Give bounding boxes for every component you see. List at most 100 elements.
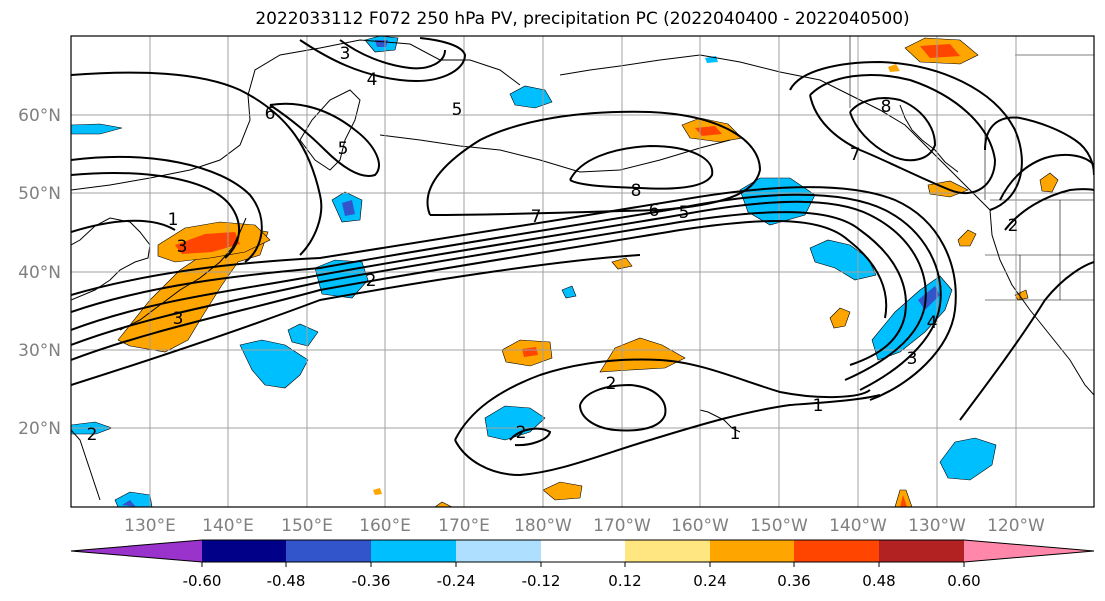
contour-label: 2 <box>606 374 617 394</box>
colorbar-segment <box>202 540 286 562</box>
colorbar-tick-label: 0.24 <box>693 572 726 590</box>
pv-contour-okhotsk <box>299 37 467 82</box>
pv-contour-gulf-6 <box>789 60 1023 211</box>
longitude-label: 170°W <box>593 516 651 536</box>
pv-contour-canada-2 <box>999 153 1094 201</box>
pv-contour-north-4 <box>71 219 176 233</box>
precip-positive-n <box>434 501 453 507</box>
contour-label: 1 <box>813 396 824 416</box>
coastline-aleutians <box>379 134 731 173</box>
precip-positive-m <box>373 488 382 495</box>
colorbar-tick-label: 0.48 <box>862 572 895 590</box>
longitude-label: 130°E <box>124 516 176 536</box>
coastline-korea-china <box>71 217 151 301</box>
contour-label: 7 <box>531 207 542 227</box>
longitude-labels: 130°E 140°E 150°E 160°E 170°E 180°W 170°W 160°W… <box>124 516 1045 536</box>
latitude-label: 30°N <box>18 341 61 361</box>
colorbar: -0.60 -0.48 -0.36 -0.24 -0.12 0.12 0.24 0.36 0.4… <box>70 539 1095 590</box>
precip-negative-d-core <box>342 200 355 216</box>
contour-label: 1 <box>730 424 741 444</box>
pv-contour-low-1b <box>454 394 881 477</box>
colorbar-extend-min <box>71 540 202 562</box>
contour-label: 8 <box>631 181 642 201</box>
contour-label: 6 <box>265 104 276 124</box>
longitude-label: 140°W <box>829 516 887 536</box>
colorbar-segment <box>625 540 710 562</box>
contour-label: 6 <box>649 201 660 221</box>
colorbar-segment <box>794 540 879 562</box>
precip-negative-l <box>71 123 123 135</box>
latitude-label: 40°N <box>18 263 61 283</box>
precip-negative-c <box>287 323 319 347</box>
contour-label: 1 <box>168 210 179 230</box>
precip-positive-c <box>542 481 583 501</box>
precip-positive-japan-core <box>175 232 240 254</box>
contour-label: 2 <box>516 423 527 443</box>
colorbar-segment <box>456 540 541 562</box>
pv-contour-north-2 <box>71 155 263 263</box>
coastline-hawaii <box>699 409 741 433</box>
coastline-bc <box>899 104 959 173</box>
pv-contour-canada-3 <box>1004 188 1094 231</box>
pv-contour-kurils <box>269 102 380 177</box>
longitude-label: 180°W <box>514 516 572 536</box>
coastline-kamchatka <box>299 89 361 171</box>
coastline-alaska <box>559 54 991 211</box>
contour-label: 3 <box>173 309 184 329</box>
graticule <box>71 36 1094 507</box>
precip-negative-n-core <box>122 500 136 507</box>
contour-label: 2 <box>366 271 377 291</box>
plot-frame <box>70 35 1095 508</box>
pv-contour-jet-1 <box>71 200 927 381</box>
colorbar-tick-label: -0.60 <box>183 572 222 590</box>
precip-positive-j <box>957 229 977 247</box>
coastline-na-west <box>989 209 1094 396</box>
pv-contour-low-2b <box>509 427 552 447</box>
contour-label: 8 <box>881 97 892 117</box>
contour-label: 3 <box>340 44 351 64</box>
precip-positive-h <box>1039 172 1059 193</box>
pv-contour-north-1 <box>71 71 323 256</box>
pv-contour-north-3 <box>71 172 241 259</box>
contour-label: 7 <box>850 145 861 165</box>
longitude-label: 170°E <box>438 516 490 536</box>
colorbar-segment <box>371 540 456 562</box>
pv-contour-gulf-8 <box>849 97 937 162</box>
border-us-states <box>985 200 1094 301</box>
pv-contour-gulf-7 <box>809 74 997 195</box>
colorbar-segment <box>879 540 964 562</box>
precip-negative-b <box>239 339 309 389</box>
colorbar-tick-label: -0.36 <box>352 572 391 590</box>
contour-label: 2 <box>87 425 98 445</box>
precip-positive-l <box>1014 289 1029 301</box>
pv-contour-pacific-1 <box>71 254 641 386</box>
colorbar-tick-label: 0.12 <box>608 572 641 590</box>
coastline-asia <box>71 39 521 191</box>
latitude-label: 60°N <box>18 106 61 126</box>
pv-contour-jet-2 <box>71 211 907 366</box>
pv-contour-jet-5 <box>71 186 957 401</box>
latitude-label: 50°N <box>18 184 61 204</box>
longitude-label: 130°W <box>908 516 966 536</box>
pv-contour-jet-3 <box>71 220 888 361</box>
contour-label: 3 <box>177 237 188 257</box>
colorbar-segment <box>286 540 371 562</box>
longitude-label: 140°E <box>202 516 254 536</box>
coastline-philippines <box>71 429 101 501</box>
border-canada-provinces <box>984 54 1094 200</box>
contour-label: 5 <box>679 203 690 223</box>
precip-negative-h-core <box>918 286 940 310</box>
contour-label: 3 <box>907 349 918 369</box>
contour-label: 4 <box>927 313 938 333</box>
precip-positive-f-core <box>920 44 960 58</box>
colorbar-extend-max <box>964 540 1094 562</box>
colorbar-tick-label: -0.12 <box>522 572 561 590</box>
pv-contours <box>71 37 1094 477</box>
longitude-label: 150°W <box>750 516 808 536</box>
precip-negative-n <box>114 491 153 507</box>
precip-negative-o <box>561 285 577 299</box>
contour-label: 5 <box>452 100 463 120</box>
longitude-label: 160°W <box>671 516 729 536</box>
